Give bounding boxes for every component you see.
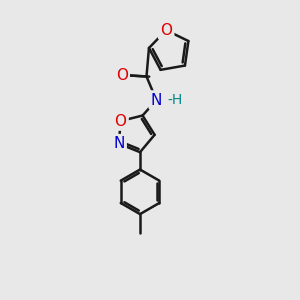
Text: N: N [113, 136, 124, 151]
Text: O: O [160, 23, 172, 38]
Text: O: O [116, 68, 128, 83]
Text: N: N [151, 92, 162, 107]
Text: -H: -H [167, 92, 183, 106]
Text: O: O [115, 113, 127, 128]
